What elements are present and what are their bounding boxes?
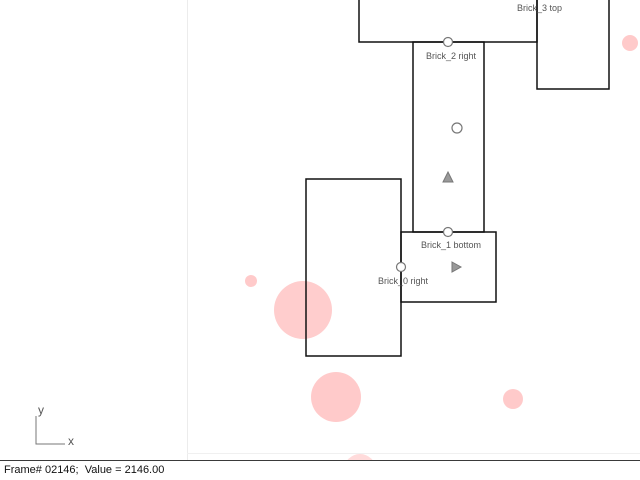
axis-gizmo: y x (35, 403, 74, 448)
y-axis-label: y (38, 403, 44, 417)
brick-2[interactable] (412, 41, 485, 233)
value-readout: Value = 2146.00 (84, 464, 165, 476)
joint-handle-brick1[interactable] (442, 226, 454, 238)
brick3-top-label: Brick_3 top (517, 3, 562, 13)
particle (274, 281, 332, 339)
particle (311, 372, 361, 422)
joint-handle-brick2-top[interactable] (442, 36, 454, 48)
brick1-bottom-label: Brick_1 bottom (421, 240, 481, 250)
center-handle-brick2[interactable] (451, 122, 463, 134)
frame-counter: Frame# 02146; (4, 464, 79, 476)
simulation-viewport[interactable]: Brick_3 top Brick_2 right Brick_1 bottom… (0, 0, 640, 460)
brick-3-extension[interactable] (536, 0, 610, 90)
particle (503, 389, 523, 409)
right-triangle-icon[interactable] (451, 261, 463, 273)
particle (347, 454, 373, 460)
x-axis-label: x (68, 434, 74, 448)
up-triangle-icon[interactable] (442, 170, 454, 183)
brick2-right-label: Brick_2 right (426, 51, 477, 61)
particle (622, 35, 638, 51)
particle (245, 275, 257, 287)
status-bar: Frame# 02146; Value = 2146.00 (0, 460, 640, 480)
joint-handle-brick0[interactable] (395, 261, 407, 273)
brick-3[interactable] (358, 0, 538, 43)
brick0-right-label: Brick_0 right (378, 276, 429, 286)
